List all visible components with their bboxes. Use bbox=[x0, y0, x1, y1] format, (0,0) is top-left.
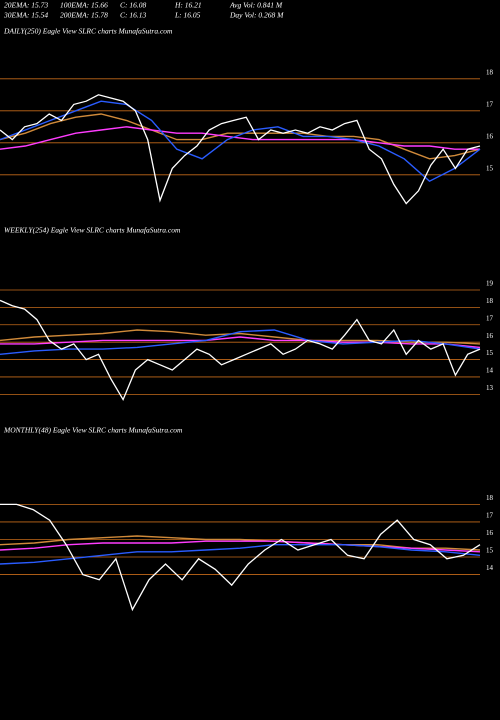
stat-text: 100EMA: 15.66 bbox=[60, 1, 108, 10]
stat-text: 200EMA: 15.78 bbox=[60, 11, 108, 20]
stat-text: Avg Vol: 0.841 M bbox=[229, 1, 283, 10]
y-tick-label: 18 bbox=[486, 494, 494, 502]
panel-title: DAILY(250) Eagle View SLRC charts Munafa… bbox=[3, 27, 173, 36]
stat-text: L: 16.05 bbox=[174, 11, 201, 20]
price-line bbox=[0, 94, 481, 205]
y-tick-label: 17 bbox=[486, 314, 494, 322]
price-line bbox=[0, 126, 480, 150]
price-line bbox=[0, 544, 481, 565]
stat-text: Day Vol: 0.268 M bbox=[229, 11, 284, 20]
price-line bbox=[0, 540, 481, 553]
y-tick-label: 14 bbox=[486, 564, 494, 572]
price-line bbox=[0, 299, 481, 402]
y-tick-label: 16 bbox=[486, 132, 494, 140]
y-tick-label: 17 bbox=[486, 100, 494, 108]
y-tick-label: 19 bbox=[486, 280, 494, 288]
y-tick-label: 16 bbox=[486, 332, 494, 340]
y-tick-label: 15 bbox=[486, 547, 494, 555]
stat-text: C: 16.08 bbox=[120, 1, 147, 10]
y-tick-label: 15 bbox=[486, 349, 494, 357]
panel-title: WEEKLY(254) Eagle View SLRC charts Munaf… bbox=[4, 226, 181, 235]
panel-title: MONTHLY(48) Eagle View SLRC charts Munaf… bbox=[3, 426, 183, 435]
stat-text: C: 16.13 bbox=[120, 11, 147, 20]
y-tick-label: 16 bbox=[486, 529, 494, 537]
y-tick-label: 17 bbox=[486, 512, 494, 520]
price-line bbox=[0, 503, 481, 612]
price-line bbox=[0, 100, 481, 183]
stat-text: 30EMA: 15.54 bbox=[3, 11, 48, 20]
y-tick-label: 14 bbox=[486, 367, 494, 375]
y-tick-label: 18 bbox=[486, 68, 494, 76]
y-tick-label: 13 bbox=[486, 384, 494, 392]
y-tick-label: 18 bbox=[486, 297, 494, 305]
y-tick-label: 15 bbox=[486, 164, 494, 172]
stat-text: 20EMA: 15.73 bbox=[4, 1, 48, 10]
price-line bbox=[0, 113, 481, 160]
stat-text: H: 16.21 bbox=[174, 1, 202, 10]
